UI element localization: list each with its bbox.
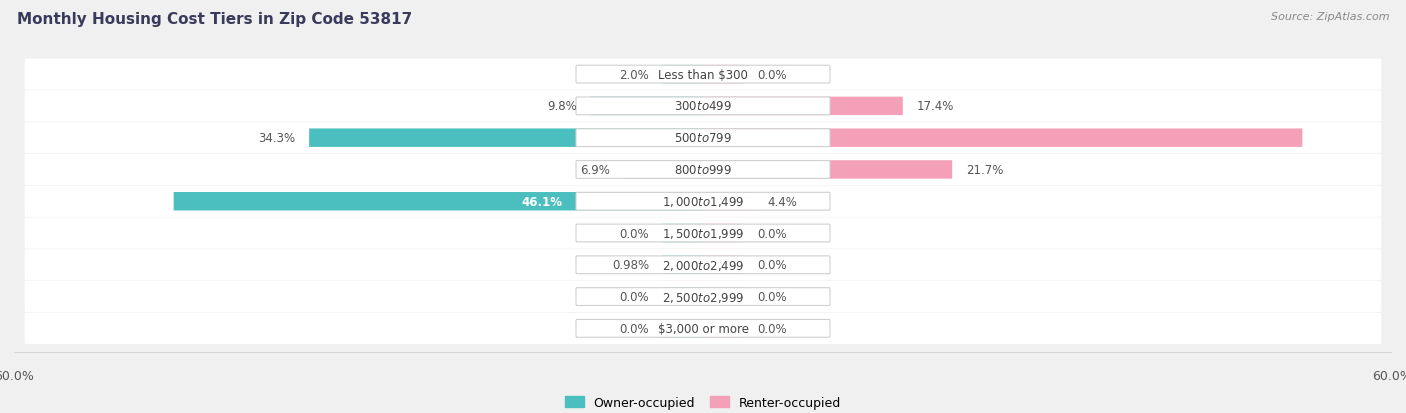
FancyBboxPatch shape: [25, 154, 1381, 185]
Text: 0.0%: 0.0%: [756, 69, 786, 81]
FancyBboxPatch shape: [309, 129, 703, 147]
Text: $500 to $799: $500 to $799: [673, 132, 733, 145]
FancyBboxPatch shape: [576, 320, 830, 337]
Text: 4.4%: 4.4%: [768, 195, 797, 208]
Text: 0.0%: 0.0%: [620, 290, 650, 303]
FancyBboxPatch shape: [576, 161, 830, 179]
FancyBboxPatch shape: [703, 256, 744, 274]
Text: 21.7%: 21.7%: [966, 164, 1004, 176]
FancyBboxPatch shape: [662, 66, 703, 84]
FancyBboxPatch shape: [703, 192, 754, 211]
Text: 17.4%: 17.4%: [917, 100, 953, 113]
FancyBboxPatch shape: [624, 161, 703, 179]
FancyBboxPatch shape: [576, 193, 830, 211]
Text: 0.0%: 0.0%: [620, 227, 650, 240]
FancyBboxPatch shape: [25, 91, 1381, 122]
FancyBboxPatch shape: [25, 59, 1381, 90]
Text: Source: ZipAtlas.com: Source: ZipAtlas.com: [1271, 12, 1389, 22]
FancyBboxPatch shape: [703, 288, 744, 306]
Text: Monthly Housing Cost Tiers in Zip Code 53817: Monthly Housing Cost Tiers in Zip Code 5…: [17, 12, 412, 27]
FancyBboxPatch shape: [25, 249, 1381, 281]
FancyBboxPatch shape: [25, 123, 1381, 154]
FancyBboxPatch shape: [576, 129, 830, 147]
Text: 0.0%: 0.0%: [756, 322, 786, 335]
FancyBboxPatch shape: [576, 98, 830, 116]
FancyBboxPatch shape: [576, 66, 830, 84]
FancyBboxPatch shape: [576, 225, 830, 242]
FancyBboxPatch shape: [703, 97, 903, 116]
FancyBboxPatch shape: [591, 97, 703, 116]
Text: 0.98%: 0.98%: [612, 259, 650, 272]
Text: 6.9%: 6.9%: [581, 164, 610, 176]
FancyBboxPatch shape: [662, 224, 703, 243]
Text: 34.3%: 34.3%: [259, 132, 295, 145]
Text: 0.0%: 0.0%: [756, 227, 786, 240]
FancyBboxPatch shape: [703, 161, 952, 179]
Text: $2,000 to $2,499: $2,000 to $2,499: [662, 258, 744, 272]
Text: $300 to $499: $300 to $499: [673, 100, 733, 113]
Text: 9.8%: 9.8%: [547, 100, 576, 113]
FancyBboxPatch shape: [25, 281, 1381, 312]
Text: $1,500 to $1,999: $1,500 to $1,999: [662, 226, 744, 240]
FancyBboxPatch shape: [174, 192, 703, 211]
FancyBboxPatch shape: [576, 288, 830, 306]
Text: Less than $300: Less than $300: [658, 69, 748, 81]
FancyBboxPatch shape: [25, 186, 1381, 217]
Text: $2,500 to $2,999: $2,500 to $2,999: [662, 290, 744, 304]
Text: 2.0%: 2.0%: [619, 69, 650, 81]
Legend: Owner-occupied, Renter-occupied: Owner-occupied, Renter-occupied: [560, 391, 846, 413]
FancyBboxPatch shape: [662, 256, 703, 274]
FancyBboxPatch shape: [703, 319, 744, 338]
Text: 0.0%: 0.0%: [756, 290, 786, 303]
FancyBboxPatch shape: [703, 224, 744, 243]
FancyBboxPatch shape: [703, 129, 1302, 147]
Text: 0.0%: 0.0%: [620, 322, 650, 335]
Text: $800 to $999: $800 to $999: [673, 164, 733, 176]
FancyBboxPatch shape: [662, 288, 703, 306]
FancyBboxPatch shape: [25, 218, 1381, 249]
Text: $1,000 to $1,499: $1,000 to $1,499: [662, 195, 744, 209]
Text: $3,000 or more: $3,000 or more: [658, 322, 748, 335]
FancyBboxPatch shape: [662, 319, 703, 338]
FancyBboxPatch shape: [703, 66, 744, 84]
FancyBboxPatch shape: [25, 313, 1381, 344]
Text: 0.0%: 0.0%: [756, 259, 786, 272]
FancyBboxPatch shape: [576, 256, 830, 274]
Text: 52.2%: 52.2%: [1316, 132, 1357, 145]
Text: 46.1%: 46.1%: [522, 195, 562, 208]
